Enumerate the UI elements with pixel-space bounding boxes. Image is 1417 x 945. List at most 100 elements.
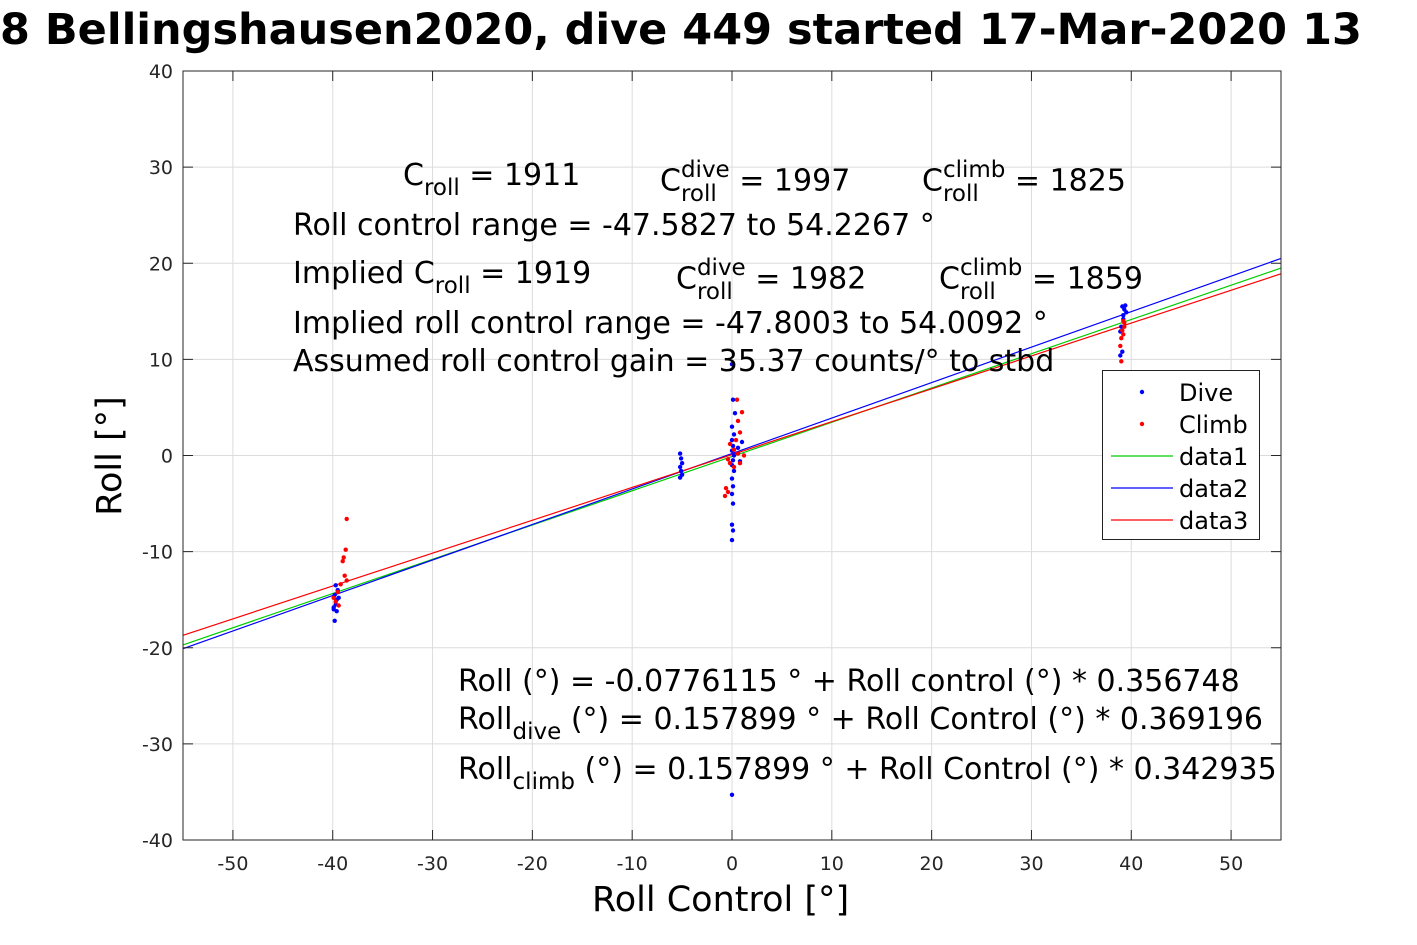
legend-swatch xyxy=(1139,421,1145,427)
implied-c-roll-value: = 1919 xyxy=(470,256,592,291)
point-climb xyxy=(336,603,341,608)
legend-label: data3 xyxy=(1179,507,1249,535)
fit-climb-rest: (°) = 0.157899 ° + Roll Control (°) * 0.… xyxy=(574,752,1277,787)
fit-climb-label: Roll xyxy=(458,752,513,787)
x-tick-label: -30 xyxy=(417,853,448,875)
x-tick-label: 30 xyxy=(1019,853,1043,875)
implied-c-roll-dive-label: C xyxy=(676,261,697,297)
chart-title: 8 Bellingshausen2020, dive 449 started 1… xyxy=(0,5,1362,55)
legend-label: Dive xyxy=(1179,379,1234,407)
c-roll-dive-sup: dive xyxy=(680,157,730,183)
point-climb xyxy=(725,457,731,462)
implied-c-roll-dive-sub: roll xyxy=(696,279,733,305)
point-dive xyxy=(1121,313,1126,318)
point-climb xyxy=(725,489,731,495)
point-dive xyxy=(679,461,685,466)
legend: Dive Climb data1 data2 data3 xyxy=(1102,370,1260,540)
point-climb xyxy=(1122,324,1127,329)
point-dive xyxy=(333,583,338,588)
point-climb xyxy=(1121,332,1126,337)
point-climb xyxy=(739,410,745,415)
implied-range-text: Implied roll control range = -47.8003 to… xyxy=(293,306,1048,341)
point-dive xyxy=(677,464,683,470)
point-climb xyxy=(1118,343,1123,349)
legend-label: data1 xyxy=(1179,443,1249,471)
fit-climb-annotation: Rollclimb (°) = 0.157899 ° + Roll Contro… xyxy=(458,752,1277,794)
implied-c-roll-climb-value: = 1859 xyxy=(1022,261,1143,297)
point-climb xyxy=(340,559,345,564)
c-roll-climb-value: = 1825 xyxy=(1005,163,1126,199)
point-dive xyxy=(1120,349,1125,354)
c-roll-dive-sub: roll xyxy=(680,181,717,207)
implied-c-roll-annotation: Implied Croll = 1919 xyxy=(293,256,592,298)
legend-item-data3: data3 xyxy=(1103,505,1259,535)
point-dive xyxy=(729,476,735,481)
point-dive xyxy=(729,437,735,443)
point-climb xyxy=(735,418,741,424)
fit-all-text: Roll (°) = -0.0776115 ° + Roll control (… xyxy=(458,664,1240,699)
data-points xyxy=(331,303,1129,797)
point-dive xyxy=(731,432,737,437)
roll-control-range-text: Roll control range = -47.5827 to 54.2267… xyxy=(293,208,935,243)
point-dive xyxy=(730,501,736,506)
point-climb xyxy=(741,453,747,458)
x-axis-label: Roll Control [°] xyxy=(592,880,850,920)
c-roll-climb-label: C xyxy=(922,163,943,199)
point-dive xyxy=(678,468,684,474)
point-climb xyxy=(331,595,336,600)
point-dive xyxy=(729,792,735,797)
point-climb xyxy=(723,486,729,491)
point-dive xyxy=(331,605,336,610)
point-dive xyxy=(334,609,339,614)
fit-climb-sub: climb xyxy=(512,769,575,795)
legend-swatch xyxy=(1111,487,1173,489)
series-line-data2 xyxy=(182,257,1282,650)
x-tick-label: -10 xyxy=(617,853,648,875)
point-dive xyxy=(336,595,341,600)
point-dive xyxy=(1124,310,1129,315)
point-climb xyxy=(335,589,340,595)
point-climb xyxy=(727,441,733,447)
point-climb xyxy=(1120,328,1125,333)
fit-dive-annotation: Rolldive (°) = 0.157899 ° + Roll Control… xyxy=(458,702,1263,744)
x-tick-label: 0 xyxy=(726,853,738,875)
y-tick-label: 30 xyxy=(149,157,173,179)
ticks: -50 -40 -30 -20 -10 0 10 20 30 40 50 -40 -30 -20 -10 0 1… xyxy=(142,61,1281,875)
point-dive xyxy=(1123,303,1128,308)
gain-text: Assumed roll control gain = 35.37 counts… xyxy=(293,344,1055,379)
point-climb xyxy=(737,461,743,466)
implied-c-roll-climb-label: C xyxy=(939,261,960,297)
point-climb xyxy=(1122,320,1127,325)
point-dive xyxy=(735,445,741,450)
point-climb xyxy=(343,547,348,552)
fit-lines xyxy=(182,257,1282,650)
point-climb xyxy=(731,447,737,452)
implied-c-roll-sub: roll xyxy=(434,273,471,299)
legend-swatch xyxy=(1111,455,1173,457)
x-tick-label: 50 xyxy=(1219,853,1243,875)
c-roll-value: = 1911 xyxy=(459,158,581,193)
legend-label: Climb xyxy=(1179,411,1248,439)
implied-c-roll-climb-sup: climb xyxy=(959,255,1023,281)
y-tick-label: 0 xyxy=(161,446,173,468)
x-tick-label: 40 xyxy=(1119,853,1143,875)
point-climb xyxy=(338,582,343,587)
y-tick-label: 20 xyxy=(149,253,173,275)
point-climb xyxy=(733,437,739,443)
point-climb xyxy=(1119,359,1124,364)
implied-c-roll-dive-sup: dive xyxy=(696,255,746,281)
point-dive xyxy=(730,484,736,489)
c-roll-label: C xyxy=(403,158,424,193)
point-dive xyxy=(332,618,337,623)
point-climb xyxy=(737,430,743,435)
c-roll-climb-sub: roll xyxy=(942,181,979,207)
point-dive xyxy=(731,453,737,458)
c-roll-climb-sup: climb xyxy=(942,157,1006,183)
legend-point-marker xyxy=(1139,421,1145,427)
legend-item-data1: data1 xyxy=(1103,441,1259,471)
legend-item-dive: Dive xyxy=(1103,377,1259,407)
c-roll-dive-label: C xyxy=(660,163,681,199)
legend-swatch xyxy=(1139,389,1145,395)
